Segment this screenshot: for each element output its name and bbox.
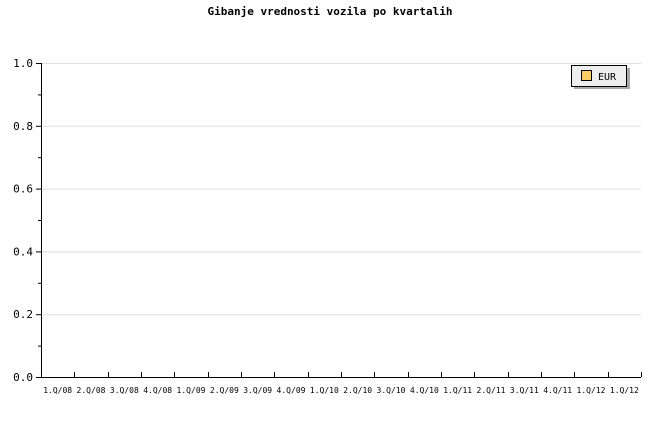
x-tick-label: 1.Q/09 xyxy=(177,386,206,395)
x-tick-label: 4.Q/10 xyxy=(410,386,439,395)
x-tick-label: 3.Q/08 xyxy=(110,386,139,395)
x-tick-label: 1.Q/11 xyxy=(443,386,472,395)
x-tick-label: 4.Q/09 xyxy=(277,386,306,395)
legend-swatch xyxy=(581,70,592,81)
x-tick-label: 3.Q/09 xyxy=(243,386,272,395)
x-tick-label: 1.Q/08 xyxy=(43,386,72,395)
x-tick-label: 3.Q/10 xyxy=(377,386,406,395)
x-tick-label: 4.Q/08 xyxy=(143,386,172,395)
x-tick-label: 1.Q/12 xyxy=(577,386,606,395)
x-tick-label: 2.Q/08 xyxy=(77,386,106,395)
y-tick-label: 0.4 xyxy=(13,245,33,258)
x-tick-label: 2.Q/09 xyxy=(210,386,239,395)
x-tick-label: 2.Q/10 xyxy=(343,386,372,395)
y-tick-label: 1.0 xyxy=(13,57,33,70)
legend-label: EUR xyxy=(598,72,617,83)
x-tick-label: 1.Q/10 xyxy=(310,386,339,395)
y-tick-label: 0.0 xyxy=(13,371,33,384)
y-tick-label: 0.6 xyxy=(13,183,33,196)
x-tick-label: 4.Q/11 xyxy=(543,386,572,395)
x-tick-label: 2.Q/11 xyxy=(477,386,506,395)
x-tick-label: 1.Q/12 xyxy=(610,386,639,395)
x-tick-label: 3.Q/11 xyxy=(510,386,539,395)
chart-title: Gibanje vrednosti vozila po kvartalih xyxy=(207,5,453,18)
y-tick-label: 0.8 xyxy=(13,120,33,133)
y-tick-label: 0.2 xyxy=(13,308,33,321)
